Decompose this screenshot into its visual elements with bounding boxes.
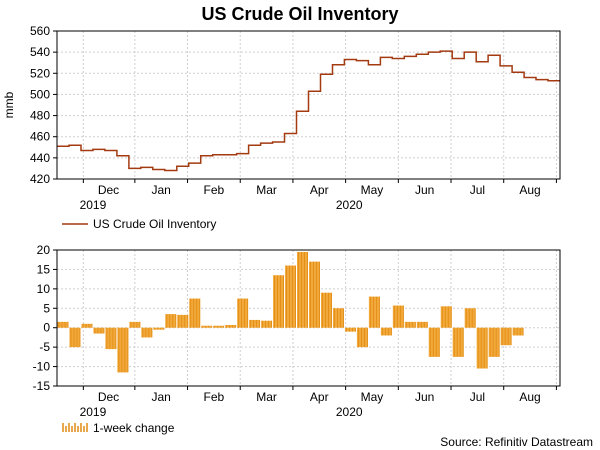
x-month-label: Feb bbox=[204, 183, 225, 197]
change-bar bbox=[69, 327, 81, 348]
change-bar bbox=[249, 319, 261, 328]
x-month-label: May bbox=[361, 183, 384, 197]
change-bar bbox=[93, 327, 105, 334]
change-bar bbox=[129, 321, 141, 328]
inventory-panel: 420 440 460 480 500 520 540 560 Dec Jan Feb Mar Apr M… bbox=[2, 24, 561, 231]
change-bar bbox=[189, 298, 201, 328]
plot-frame bbox=[56, 249, 561, 387]
change-bar bbox=[512, 327, 524, 336]
change-bar bbox=[201, 325, 213, 328]
y-tick-label: -5 bbox=[39, 340, 50, 354]
y-tick-label: 10 bbox=[37, 282, 51, 296]
x-month-label: Feb bbox=[204, 390, 225, 404]
y-tick-label: 15 bbox=[37, 262, 51, 276]
y-tick-label: 540 bbox=[30, 45, 50, 59]
x-month-label: Apr bbox=[310, 390, 329, 404]
legend-label: 1-week change bbox=[93, 421, 175, 435]
change-bar bbox=[356, 327, 368, 348]
change-bar bbox=[285, 265, 297, 328]
y-tick-label: 420 bbox=[30, 172, 50, 186]
y-tick-label: 5 bbox=[43, 301, 50, 315]
legend-label: US Crude Oil Inventory bbox=[93, 217, 216, 231]
change-bar bbox=[332, 308, 344, 328]
change-bar bbox=[237, 298, 249, 328]
legend-swatch-bars bbox=[62, 423, 88, 432]
change-bar bbox=[368, 296, 380, 328]
y-axis-label: mmb bbox=[2, 91, 16, 118]
y-tick-label: 440 bbox=[30, 151, 50, 165]
change-bar bbox=[57, 321, 69, 328]
change-bar bbox=[261, 320, 273, 328]
change-bar bbox=[452, 327, 464, 357]
y-tick-label: 520 bbox=[30, 66, 50, 80]
y-tick-label: 560 bbox=[30, 24, 50, 38]
chart-title: US Crude Oil Inventory bbox=[201, 4, 398, 24]
change-bar bbox=[297, 251, 308, 328]
change-bar bbox=[488, 327, 500, 357]
x-month-label: Dec bbox=[98, 390, 119, 404]
x-month-label: Apr bbox=[310, 183, 329, 197]
y-tick-label: 480 bbox=[30, 109, 50, 123]
y-tick-label: -15 bbox=[33, 379, 51, 393]
change-bar bbox=[320, 292, 332, 328]
y-tick-label: -10 bbox=[33, 360, 51, 374]
x-month-label: Mar bbox=[256, 390, 277, 404]
change-bar bbox=[392, 305, 404, 328]
change-bar bbox=[500, 327, 512, 346]
x-month-label: Aug bbox=[519, 183, 540, 197]
change-bar bbox=[344, 327, 356, 332]
change-bar bbox=[165, 314, 177, 328]
y-tick-label: 500 bbox=[30, 87, 50, 101]
x-month-label: Aug bbox=[519, 390, 540, 404]
x-month-label: May bbox=[361, 390, 384, 404]
x-month-label: Jan bbox=[152, 183, 171, 197]
x-month-label: Jun bbox=[415, 183, 434, 197]
x-month-label: Jun bbox=[415, 390, 434, 404]
x-month-label: Jul bbox=[470, 183, 485, 197]
change-bar bbox=[153, 327, 165, 330]
change-bar bbox=[117, 327, 129, 373]
x-month-label: Jul bbox=[470, 390, 485, 404]
change-bar bbox=[309, 261, 320, 328]
change-bar bbox=[177, 314, 189, 328]
change-bar bbox=[464, 308, 476, 328]
x-year-label: 2019 bbox=[80, 405, 107, 419]
x-month-label: Mar bbox=[256, 183, 277, 197]
change-bar bbox=[428, 327, 440, 357]
x-year-label: 2019 bbox=[80, 198, 107, 212]
x-year-label: 2020 bbox=[336, 405, 363, 419]
x-year-label: 2020 bbox=[336, 198, 363, 212]
change-bar bbox=[273, 275, 285, 328]
change-bar bbox=[81, 323, 93, 328]
y-tick-label: 20 bbox=[37, 243, 51, 257]
change-bar bbox=[476, 327, 488, 369]
x-month-label: Dec bbox=[98, 183, 119, 197]
change-bar bbox=[225, 324, 237, 328]
change-bar bbox=[404, 321, 416, 328]
y-tick-label: 460 bbox=[30, 130, 50, 144]
inventory-series-line bbox=[57, 50, 560, 172]
change-bar bbox=[380, 327, 392, 336]
change-bar bbox=[105, 327, 117, 350]
plot-frame bbox=[56, 30, 561, 180]
x-month-label: Jan bbox=[152, 390, 171, 404]
weekly-change-panel: -15 -10 -5 0 5 10 15 20 Dec Jan Feb Mar Apr May Jun Jul… bbox=[33, 243, 561, 435]
change-bar bbox=[416, 321, 428, 328]
source-note: Source: Refinitiv Datastream bbox=[440, 435, 593, 449]
y-tick-label: 0 bbox=[43, 321, 50, 335]
change-bar bbox=[213, 325, 225, 328]
change-bar bbox=[440, 306, 452, 328]
change-bar bbox=[141, 327, 153, 338]
